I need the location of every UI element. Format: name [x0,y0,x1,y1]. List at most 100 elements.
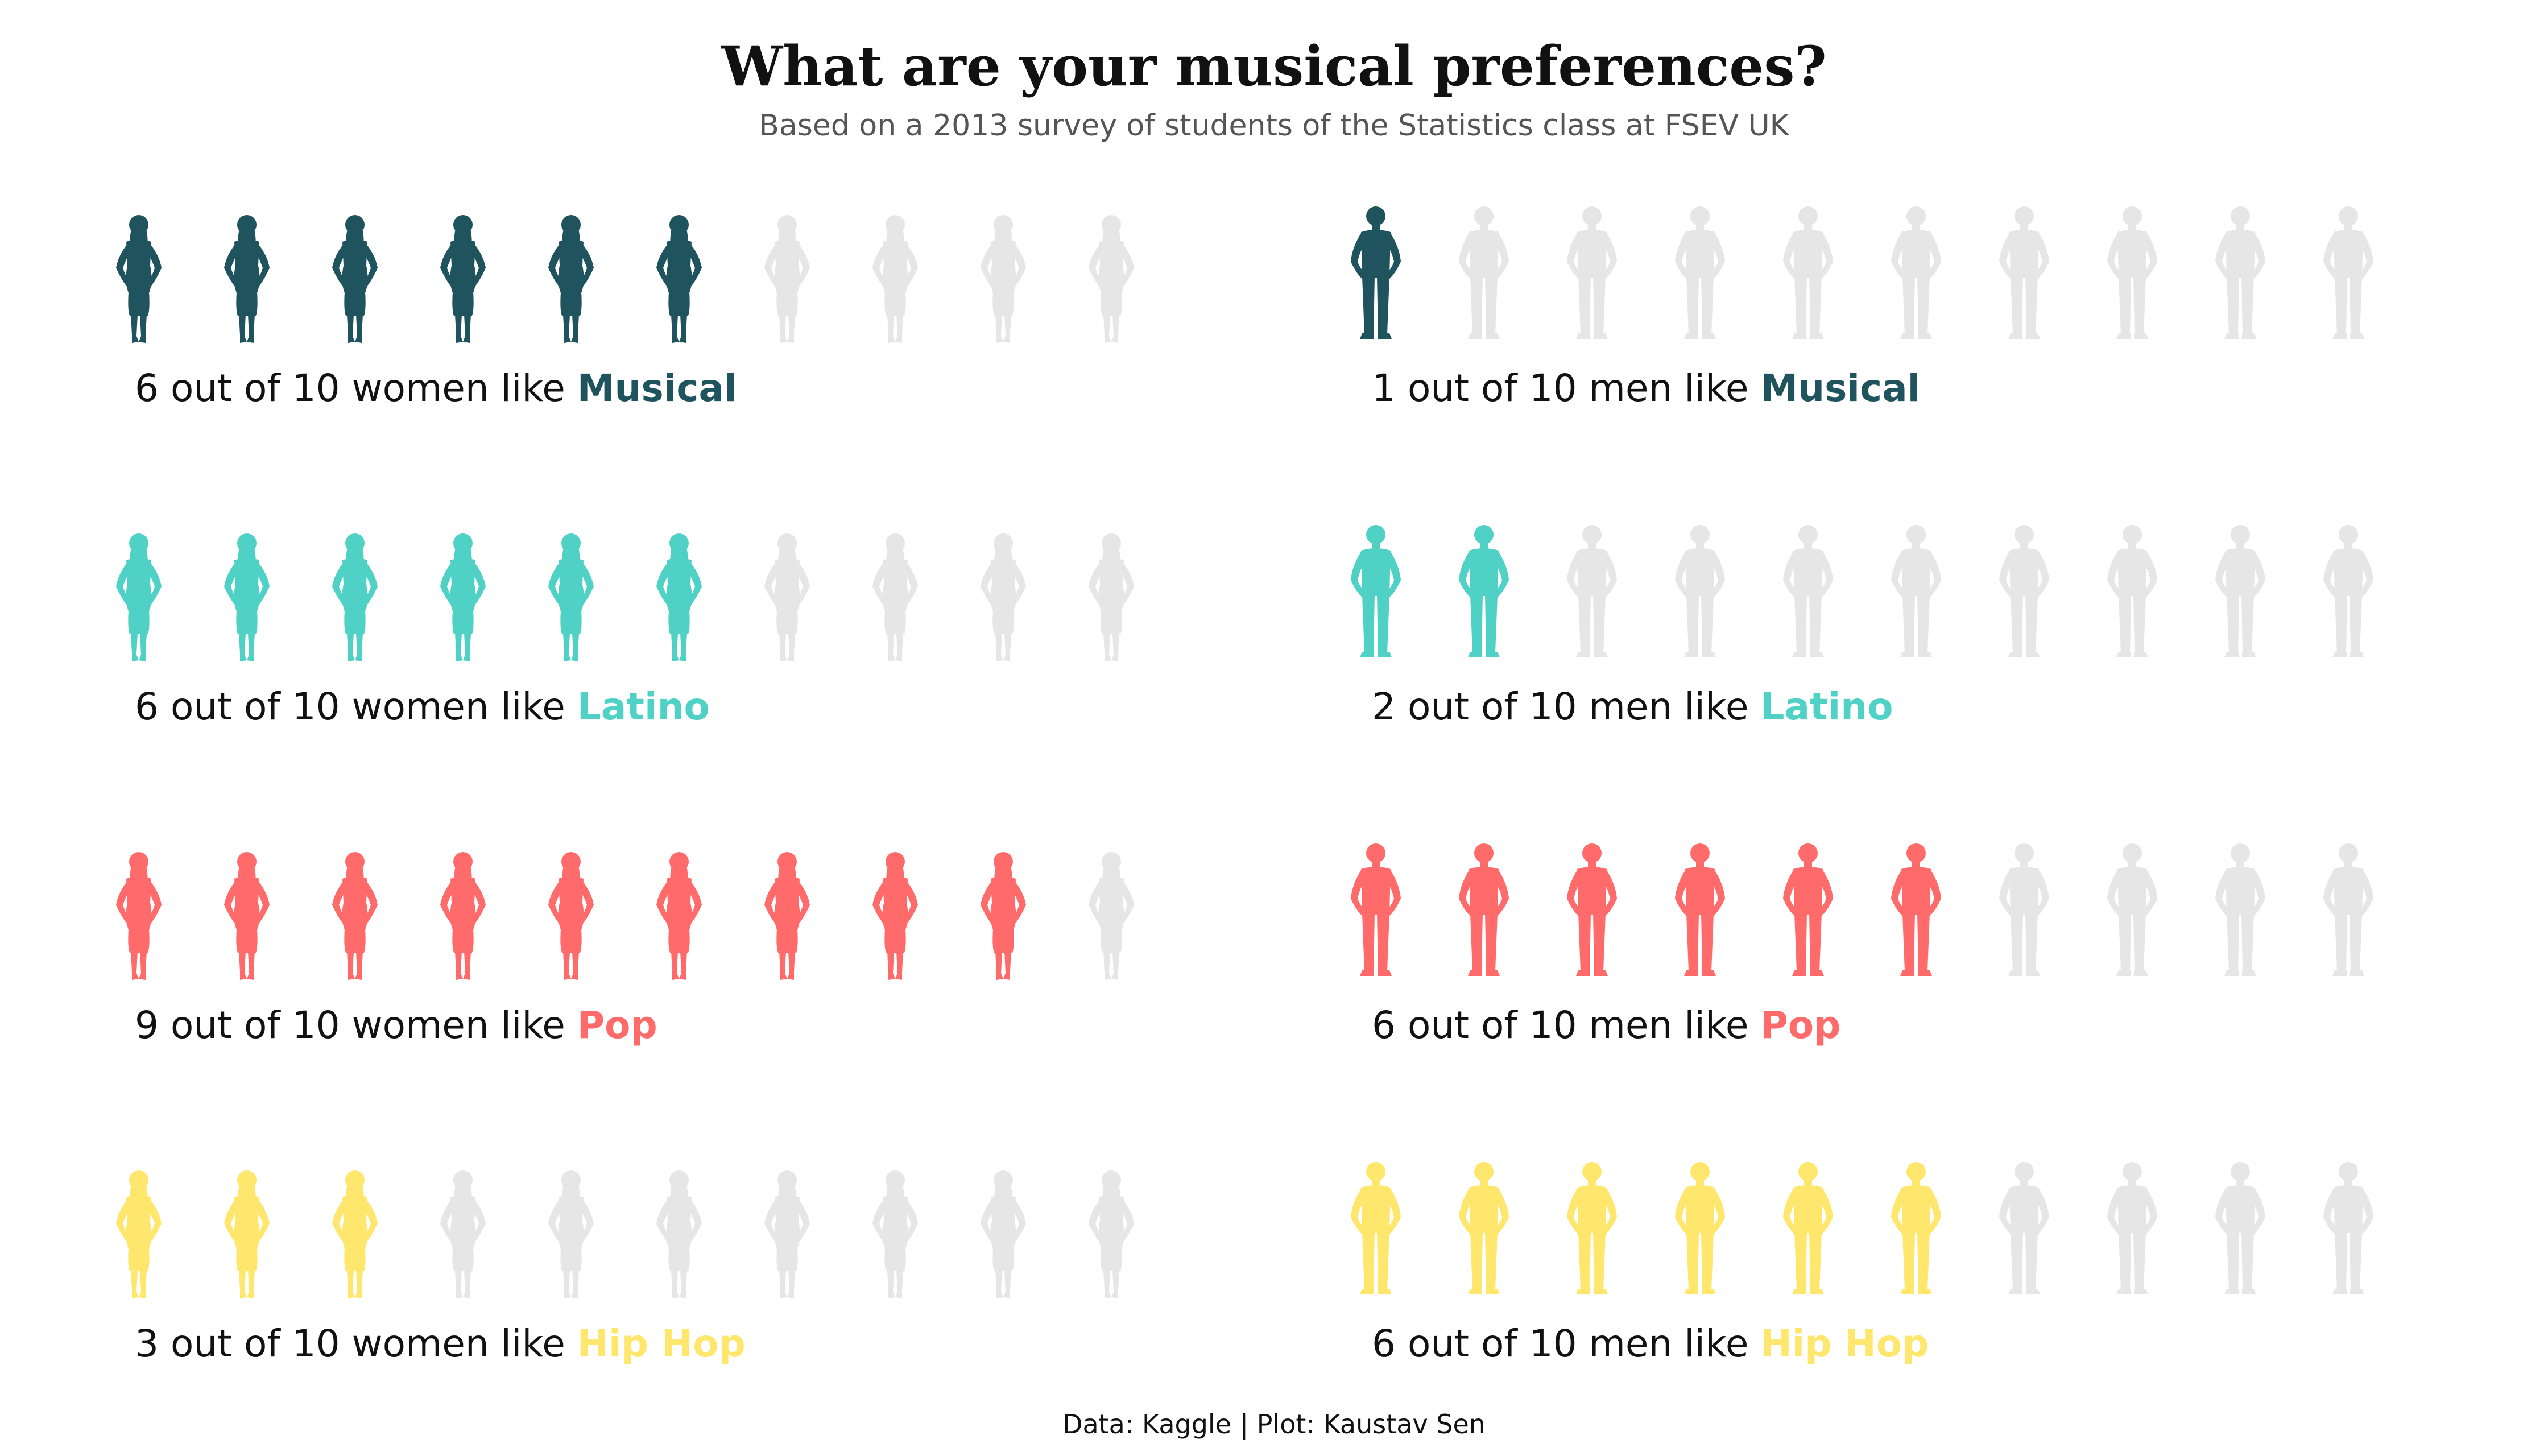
panel-men-musical: 1 out of 10 men like Musical [1351,206,2373,410]
man-silhouette-icon-empty [1567,206,1617,339]
woman-silhouette-icon-filled [440,533,486,661]
woman-silhouette-icon-filled [116,1170,162,1298]
man-silhouette-icon-empty [1675,525,1725,657]
caption-genre: Hip Hop [1760,1322,1929,1366]
man-silhouette-icon-empty [1567,525,1617,657]
woman-silhouette-icon-filled [224,533,270,661]
caption-prefix: 6 out of 10 women like [135,685,577,729]
caption-women-pop: 9 out of 10 women like Pop [135,1003,657,1047]
woman-silhouette-icon-empty [981,1170,1026,1298]
woman-silhouette-icon-empty [872,533,918,661]
man-silhouette-icon-filled [1351,843,1401,976]
woman-silhouette-icon-filled [872,852,918,980]
man-silhouette-icon-empty [1459,206,1509,339]
woman-silhouette-icon-filled [116,533,162,661]
woman-silhouette-icon-empty [440,1170,486,1298]
man-silhouette-icon-empty [2107,843,2157,976]
woman-silhouette-icon-filled [332,533,378,661]
caption-genre: Musical [1760,366,1920,410]
woman-silhouette-icon-empty [1089,533,1134,661]
woman-silhouette-icon-filled [224,1170,270,1298]
caption-prefix: 6 out of 10 men like [1372,1322,1760,1366]
man-silhouette-icon-empty [2215,843,2265,976]
man-silhouette-icon-empty [2323,525,2373,657]
woman-silhouette-icon-empty [1089,852,1134,980]
woman-silhouette-icon-filled [548,215,594,343]
man-silhouette-icon-filled [1675,1162,1725,1294]
woman-silhouette-icon-filled [981,852,1026,980]
panel-women-musical: 6 out of 10 women like Musical [116,215,1134,410]
man-silhouette-icon-empty [1999,206,2049,339]
man-silhouette-icon-empty [1999,525,2049,657]
woman-silhouette-icon-filled [440,215,486,343]
woman-silhouette-icon-filled [116,852,162,980]
man-silhouette-icon-empty [2215,206,2265,339]
man-silhouette-icon-empty [1999,843,2049,976]
woman-silhouette-icon-filled [656,215,702,343]
man-silhouette-icon-empty [2107,1162,2157,1294]
woman-silhouette-icon-empty [981,533,1026,661]
man-silhouette-icon-filled [1783,1162,1833,1294]
man-silhouette-icon-empty [1783,206,1833,339]
man-silhouette-icon-filled [1459,525,1509,657]
woman-silhouette-icon-empty [548,1170,594,1298]
caption-genre: Latino [577,685,710,729]
man-silhouette-icon-filled [1459,843,1509,976]
caption-genre: Hip Hop [577,1322,746,1366]
caption-men-pop: 6 out of 10 men like Pop [1372,1003,1840,1047]
woman-silhouette-icon-filled [224,852,270,980]
caption-genre: Pop [1760,1003,1840,1047]
woman-silhouette-icon-filled [116,215,162,343]
caption-men-musical: 1 out of 10 men like Musical [1372,366,1920,410]
man-silhouette-icon-filled [1351,206,1401,339]
chart-subtitle: Based on a 2013 survey of students of th… [759,109,1790,143]
woman-silhouette-icon-empty [764,215,810,343]
man-silhouette-icon-filled [1567,1162,1617,1294]
man-silhouette-icon-empty [1891,206,1941,339]
caption-women-latino: 6 out of 10 women like Latino [135,685,710,729]
woman-silhouette-icon-empty [1089,1170,1134,1298]
caption-genre: Pop [577,1003,657,1047]
man-silhouette-icon-empty [2215,525,2265,657]
woman-silhouette-icon-filled [548,852,594,980]
man-silhouette-icon-empty [2323,206,2373,339]
man-silhouette-icon-filled [1675,843,1725,976]
woman-silhouette-icon-filled [332,852,378,980]
panel-men-pop: 6 out of 10 men like Pop [1351,843,2373,1047]
woman-silhouette-icon-filled [656,533,702,661]
panel-men-hip-hop: 6 out of 10 men like Hip Hop [1351,1162,2373,1366]
panel-women-latino: 6 out of 10 women like Latino [116,533,1134,729]
caption-prefix: 2 out of 10 men like [1372,685,1760,729]
man-silhouette-icon-filled [1567,843,1617,976]
panel-men-latino: 2 out of 10 men like Latino [1351,525,2373,729]
woman-silhouette-icon-empty [1089,215,1134,343]
man-silhouette-icon-empty [2323,1162,2373,1294]
man-silhouette-icon-empty [2107,206,2157,339]
woman-silhouette-icon-filled [764,852,810,980]
caption-prefix: 3 out of 10 women like [135,1322,577,1366]
caption-prefix: 9 out of 10 women like [135,1003,577,1047]
woman-silhouette-icon-filled [332,1170,378,1298]
caption-women-musical: 6 out of 10 women like Musical [135,366,737,410]
caption-prefix: 6 out of 10 men like [1372,1003,1760,1047]
caption-genre: Latino [1760,685,1893,729]
woman-silhouette-icon-empty [872,1170,918,1298]
man-silhouette-icon-filled [1351,525,1401,657]
caption-men-hip-hop: 6 out of 10 men like Hip Hop [1372,1322,1929,1366]
caption-prefix: 6 out of 10 women like [135,366,577,410]
man-silhouette-icon-empty [1891,525,1941,657]
woman-silhouette-icon-empty [656,1170,702,1298]
woman-silhouette-icon-empty [872,215,918,343]
man-silhouette-icon-empty [1783,525,1833,657]
woman-silhouette-icon-empty [981,215,1026,343]
woman-silhouette-icon-empty [764,533,810,661]
man-silhouette-icon-filled [1351,1162,1401,1294]
woman-silhouette-icon-filled [656,852,702,980]
panel-women-hip-hop: 3 out of 10 women like Hip Hop [116,1170,1134,1366]
man-silhouette-icon-filled [1891,1162,1941,1294]
woman-silhouette-icon-filled [440,852,486,980]
panels: 6 out of 10 women like Musical 1 out of 1… [116,206,2373,1366]
man-silhouette-icon-empty [2215,1162,2265,1294]
woman-silhouette-icon-filled [224,215,270,343]
